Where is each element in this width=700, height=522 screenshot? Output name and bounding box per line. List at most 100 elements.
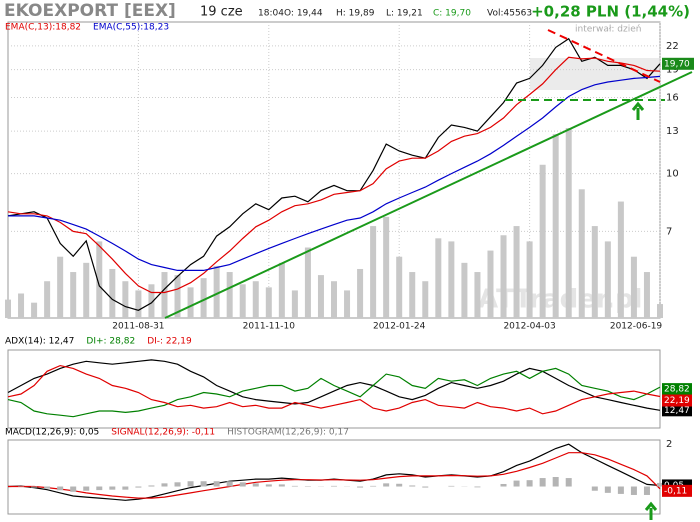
resistance-line xyxy=(547,29,661,83)
histogram-bar xyxy=(657,482,663,487)
volume-bar xyxy=(135,290,142,318)
volume-bar xyxy=(552,134,559,318)
close: C: 19,70 xyxy=(433,9,471,19)
histogram-bar xyxy=(44,486,51,489)
ticker: EKOEXPORT [EEX] xyxy=(4,1,176,21)
volume-bar xyxy=(461,262,468,318)
volume-bar xyxy=(487,250,494,318)
histogram-bar xyxy=(239,482,246,487)
histogram-bar xyxy=(474,486,481,488)
arrow xyxy=(644,501,658,520)
y-tick-label: 7 xyxy=(666,226,672,237)
volume-bar xyxy=(383,216,390,318)
value-box xyxy=(662,57,694,70)
volume-bar xyxy=(317,275,324,318)
volume-bar xyxy=(174,275,181,318)
histogram-bar xyxy=(70,486,77,492)
legend-entry: ADX(14): 12,47 xyxy=(5,337,74,347)
legend-entry: EMA(C,55):18,23 xyxy=(93,23,169,33)
volume-bar xyxy=(70,272,77,318)
histogram-bar xyxy=(448,485,455,487)
series-line xyxy=(7,56,661,294)
histogram-bar xyxy=(174,482,181,487)
y-tick-label: 22 xyxy=(666,41,679,52)
value-label: 19,70 xyxy=(664,59,690,69)
volume-bar xyxy=(630,256,637,318)
interval-note: interwał: dzień xyxy=(575,25,641,35)
histogram-bar xyxy=(422,486,429,488)
volume-bar xyxy=(18,293,25,318)
trend-line xyxy=(164,71,693,319)
value-label: 22,19 xyxy=(664,396,690,406)
histogram-bar xyxy=(122,486,129,490)
value-label: 28,82 xyxy=(664,385,690,395)
legend-entry: SIGNAL(12,26,9): -0,11 xyxy=(111,428,215,438)
histogram-bar xyxy=(31,486,38,488)
histogram-bar xyxy=(96,486,103,491)
histogram-bar xyxy=(643,486,650,495)
volume-bar xyxy=(44,281,51,318)
histogram-bar xyxy=(370,485,377,487)
volume-bar xyxy=(226,272,233,318)
y-tick-label: 16 xyxy=(666,92,679,103)
volume-bar xyxy=(435,238,442,318)
volume-bar xyxy=(526,241,533,318)
x-tick-label: 2011-08-31 xyxy=(112,322,164,332)
histogram-bar xyxy=(617,486,624,494)
x-tick-label: 2012-04-03 xyxy=(503,322,555,332)
high: H: 19,89 xyxy=(336,9,375,19)
histogram-bar xyxy=(161,483,168,487)
histogram-bar xyxy=(396,483,403,487)
volume-bar xyxy=(96,241,103,318)
histogram-bar xyxy=(226,481,233,487)
volume: Vol:45563 xyxy=(487,9,532,19)
volume-bar xyxy=(278,262,285,318)
volume-bar xyxy=(304,247,311,318)
value-box xyxy=(662,404,692,417)
legend-entry: EMA(C,13):18,82 xyxy=(5,23,81,33)
volume-bar xyxy=(370,226,377,318)
histogram-bar xyxy=(513,480,520,487)
volume-bar xyxy=(148,284,155,318)
histogram-bar xyxy=(57,486,64,491)
histogram-bar xyxy=(383,483,390,487)
legend-entry: DI-: 22,19 xyxy=(147,337,192,347)
histogram-bar xyxy=(409,485,416,487)
histogram-bar xyxy=(187,481,194,487)
volume-bar xyxy=(252,281,259,318)
volume-bar xyxy=(591,226,598,318)
histogram-bar xyxy=(500,483,507,487)
volume-bar xyxy=(83,262,90,318)
volume-bar xyxy=(187,287,194,318)
x-tick-label: 2012-01-24 xyxy=(373,322,426,332)
histogram-bar xyxy=(278,484,285,487)
histogram-bar xyxy=(552,477,559,487)
histogram-bar xyxy=(630,486,637,495)
histogram-bar xyxy=(83,486,90,491)
volume-bar xyxy=(122,281,129,318)
time: 18:04 xyxy=(258,9,284,19)
x-tick-label: 2011-11-10 xyxy=(243,322,296,332)
volume-bar xyxy=(161,272,168,318)
volume-bar xyxy=(265,287,272,318)
volume-bar xyxy=(657,304,663,318)
value-box xyxy=(662,484,692,497)
volume-bar xyxy=(109,268,116,318)
legend-entry: MACD(12,26,9): 0,05 xyxy=(5,428,99,438)
volume-bar xyxy=(200,278,207,318)
volume-bar xyxy=(565,128,572,318)
series-line xyxy=(8,452,661,499)
volume-bar xyxy=(578,189,585,318)
volume-bar xyxy=(604,241,611,318)
volume-bar xyxy=(409,272,416,318)
volume-bar xyxy=(513,226,520,318)
histogram-bar xyxy=(252,483,259,487)
histogram-bar xyxy=(331,485,337,487)
series-line xyxy=(7,359,661,411)
volume-bar xyxy=(357,268,364,318)
volume-bar xyxy=(213,265,220,318)
histogram-bar xyxy=(565,478,572,487)
histogram-bar xyxy=(265,484,272,487)
x-tick-label: 2012-06-19 xyxy=(610,322,663,332)
